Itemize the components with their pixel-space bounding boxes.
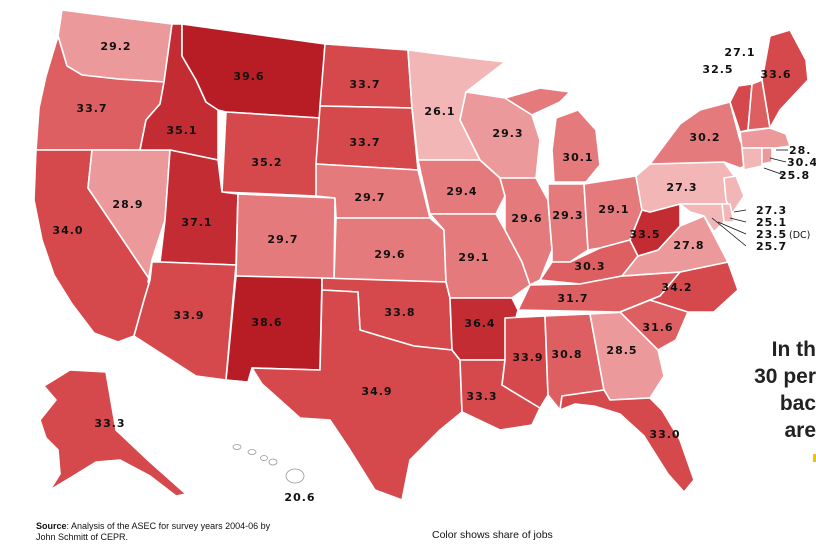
label-ms: 33.9	[512, 351, 543, 364]
source-line2: John Schmitt of CEPR.	[36, 532, 129, 542]
state-il[interactable]	[499, 177, 553, 286]
callout-line: In th	[771, 338, 816, 361]
state-ak[interactable]	[39, 369, 187, 497]
label-nh: 27.1	[724, 46, 755, 59]
label-dc-suffix: (DC)	[789, 230, 810, 241]
label-ak: 33.3	[94, 417, 125, 430]
label-md: 25.7	[756, 240, 787, 253]
label-az: 33.9	[173, 309, 204, 322]
label-la: 33.3	[466, 390, 497, 403]
label-ga: 28.5	[606, 344, 637, 357]
label-mn: 26.1	[424, 105, 455, 118]
label-ia: 29.4	[446, 185, 477, 198]
label-vt: 32.5	[702, 63, 733, 76]
label-dc: 23.5	[756, 228, 787, 241]
label-oh: 29.1	[598, 203, 629, 216]
source-note: Source: Analysis of the ASEC for survey …	[36, 521, 270, 543]
label-ri: 30.4	[787, 156, 816, 169]
label-mo: 29.1	[458, 251, 489, 264]
state-mi[interactable]	[504, 87, 601, 183]
label-pa: 27.3	[666, 181, 697, 194]
leader-line	[711, 217, 747, 247]
label-tx: 34.9	[361, 385, 392, 398]
state-nm[interactable]	[225, 275, 323, 383]
label-wv: 33.5	[629, 228, 660, 241]
state-in[interactable]	[547, 183, 589, 263]
label-sc: 31.6	[642, 321, 673, 334]
source-text: : Analysis of the ASEC for survey years …	[66, 521, 271, 531]
leader-line	[717, 221, 747, 235]
label-mi: 30.1	[562, 151, 593, 164]
label-in: 29.3	[552, 209, 583, 222]
legend-caption: Color shows share of jobs	[432, 529, 553, 541]
state-ma[interactable]	[739, 127, 791, 149]
label-ok: 33.8	[384, 306, 415, 319]
label-il: 29.6	[511, 212, 542, 225]
label-nv: 28.9	[112, 198, 143, 211]
label-ca: 34.0	[52, 224, 83, 237]
callout-text: In th 30 per bac are	[716, 336, 816, 444]
label-de: 25.1	[756, 216, 787, 229]
label-nj: 27.3	[756, 204, 787, 217]
label-id: 35.1	[166, 124, 197, 137]
label-or: 33.7	[76, 102, 107, 115]
label-nc: 34.2	[661, 281, 692, 294]
leader-line	[769, 157, 787, 163]
label-sd: 33.7	[349, 136, 380, 149]
label-ct: 25.8	[779, 169, 810, 182]
state-ct[interactable]	[741, 147, 763, 171]
label-wi: 29.3	[492, 127, 523, 140]
source-label: Source	[36, 521, 67, 531]
label-al: 30.8	[551, 348, 582, 361]
callout-line: bac	[779, 392, 816, 415]
label-wa: 29.2	[100, 40, 131, 53]
callout-line: are	[784, 419, 816, 442]
state-wy[interactable]	[221, 111, 321, 197]
label-mt: 39.6	[233, 70, 264, 83]
state-tx[interactable]	[251, 289, 463, 501]
label-hi: 20.6	[284, 491, 315, 504]
leader-line	[733, 209, 747, 213]
callout-line: 30 per	[754, 365, 816, 388]
label-ks: 29.6	[374, 248, 405, 261]
state-hi[interactable]	[232, 444, 305, 484]
label-va: 27.8	[673, 239, 704, 252]
state-md[interactable]	[679, 203, 725, 233]
label-co: 29.7	[267, 233, 298, 246]
label-ne: 29.7	[354, 191, 385, 204]
label-nd: 33.7	[349, 78, 380, 91]
label-ma: 28.	[789, 144, 812, 157]
label-nm: 38.6	[251, 316, 282, 329]
state-mo[interactable]	[429, 213, 531, 299]
leader-line	[763, 167, 785, 176]
state-nd[interactable]	[319, 43, 413, 109]
label-fl: 33.0	[649, 428, 680, 441]
state-ri[interactable]	[761, 147, 773, 165]
decorative-dash	[813, 454, 816, 462]
leader-line	[729, 217, 747, 223]
state-me[interactable]	[761, 29, 809, 129]
label-ar: 36.4	[464, 317, 495, 330]
label-ny: 30.2	[689, 131, 720, 144]
label-ut: 37.1	[181, 216, 212, 229]
label-wy: 35.2	[251, 156, 282, 169]
label-ky: 30.3	[574, 260, 605, 273]
label-me: 33.6	[760, 68, 791, 81]
label-tn: 31.7	[557, 292, 588, 305]
state-fl[interactable]	[559, 389, 695, 493]
